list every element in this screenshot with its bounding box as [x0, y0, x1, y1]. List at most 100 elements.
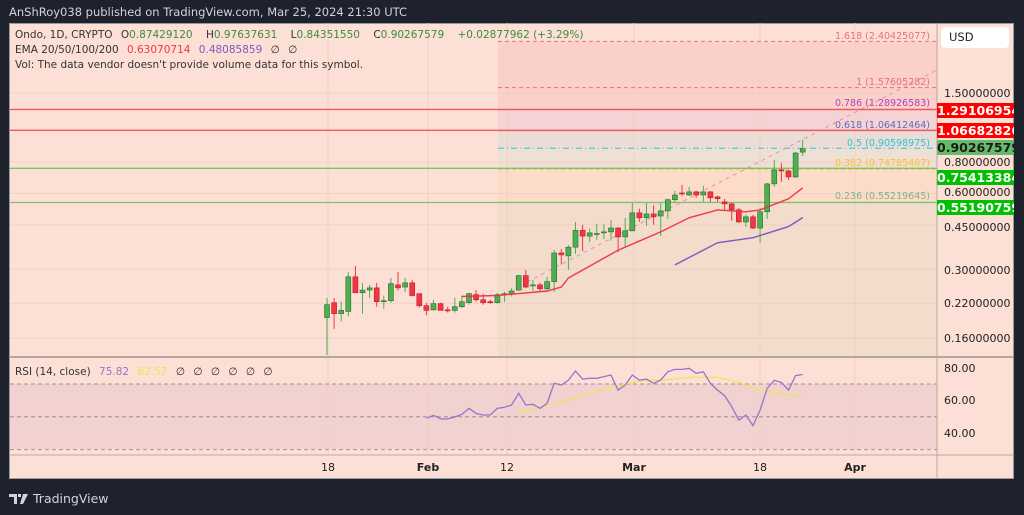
candle-down: [423, 305, 430, 311]
volume-note: Vol: The data vendor doesn't provide vol…: [15, 59, 364, 71]
candle-down: [444, 309, 451, 312]
price-tag-resistance-1: 1.29106954: [937, 103, 1014, 118]
rsi-ma-line: [518, 376, 803, 414]
symbol-legend[interactable]: Ondo, 1D, CRYPTO O0.87429120 H0.97637631…: [15, 29, 588, 41]
rsi-empty: ∅: [263, 366, 273, 378]
symbol-name: Ondo, 1D, CRYPTO: [15, 29, 113, 41]
fib-label-0236: 0.236 (0.55219645): [835, 191, 930, 202]
candle-up: [451, 306, 458, 311]
rsi-tick: 80.00: [944, 362, 976, 375]
time-tick: Apr: [844, 461, 866, 474]
low-value: 0.84351550: [296, 29, 360, 41]
candle-up: [657, 210, 664, 217]
price-tag-support-2: 0.55190759: [937, 200, 1014, 215]
currency-button[interactable]: USD: [941, 27, 1009, 48]
candle-up: [672, 194, 678, 201]
candle-up: [338, 310, 345, 314]
rsi-label: RSI (14, close): [15, 366, 91, 378]
fib-zone: [498, 109, 937, 131]
fib-label-05: 0.5 (0.90598975): [847, 138, 930, 149]
candle-up: [757, 211, 763, 229]
rsi-legend[interactable]: RSI (14, close) 75.82 62.57 ∅ ∅ ∅ ∅ ∅ ∅: [15, 366, 277, 378]
publish-title: AnShRoy038 published on TradingView.com,…: [9, 5, 408, 19]
fib-zone: [498, 41, 937, 88]
candle-up: [380, 300, 387, 303]
candle-up: [494, 294, 501, 304]
price-tick: 0.45000000: [944, 221, 1010, 234]
time-tick: Feb: [417, 461, 440, 474]
ema50-line: [674, 217, 804, 266]
volume-legend: Vol: The data vendor doesn't provide vol…: [15, 59, 368, 71]
fib-label-0786: 0.786 (1.28926583): [835, 98, 930, 109]
candle-up: [593, 233, 600, 235]
candle-down: [331, 302, 337, 314]
candle-down: [735, 209, 742, 223]
candle-down: [679, 192, 685, 195]
candle-down: [693, 191, 700, 196]
low-label: L: [290, 29, 297, 41]
tradingview-logo[interactable]: TradingView: [9, 491, 109, 506]
fib-label-0382: 0.382 (0.74785487): [835, 158, 930, 169]
fib-trend-line: [526, 69, 938, 283]
rsi-empty: ∅: [245, 366, 255, 378]
time-tick: 18: [321, 461, 335, 474]
candle-down: [373, 287, 380, 303]
close-value: 0.90267579: [380, 29, 445, 41]
candle-up: [345, 276, 352, 312]
fib-label-1618: 1.618 (2.40425077): [835, 31, 930, 42]
price-tick: 0.30000000: [944, 264, 1010, 277]
candle-up: [643, 213, 650, 219]
rsi-empty: ∅: [210, 366, 220, 378]
candle-up: [508, 290, 515, 294]
candle-down: [778, 169, 785, 172]
candle-down: [473, 294, 479, 301]
rsi-value: 75.82: [99, 366, 130, 378]
ema100-value: ∅: [270, 44, 280, 56]
candle-up: [629, 212, 636, 232]
candle-down: [537, 284, 543, 290]
rsi-tick: 60.00: [944, 394, 976, 407]
candle-down: [437, 303, 444, 311]
candle-up: [402, 282, 408, 288]
candle-up: [430, 303, 437, 311]
rsi-line: [426, 367, 803, 428]
price-tag-current: 0.90267579: [937, 140, 1014, 155]
candle-up: [530, 284, 536, 287]
candle-up: [771, 169, 778, 185]
candle-up: [466, 293, 472, 304]
close-label: C: [373, 29, 381, 41]
rsi-tick: 40.00: [944, 427, 976, 440]
candle-up: [515, 275, 522, 291]
price-tick: 0.60000000: [944, 186, 1010, 199]
candle-down: [480, 299, 487, 304]
candle-up: [792, 152, 799, 178]
time-tick: 18: [753, 461, 767, 474]
price-tick: 0.80000000: [944, 156, 1010, 169]
candle-up: [366, 287, 373, 291]
price-tag-resistance-2: 1.06682826: [937, 123, 1014, 138]
time-tick: Mar: [622, 461, 646, 474]
change-value: +0.02877962 (+3.29%): [457, 29, 584, 41]
candle-up: [586, 232, 593, 237]
rsi-ma-value: 62.57: [137, 366, 168, 378]
candle-down: [650, 213, 657, 218]
candle-up: [572, 230, 579, 248]
rsi-empty: ∅: [193, 366, 203, 378]
ema200-value: ∅: [288, 44, 298, 56]
candle-up: [544, 281, 550, 290]
candle-up: [359, 289, 366, 294]
candle-down: [352, 276, 359, 294]
ema50-value: 0.48085859: [198, 44, 263, 56]
fib-zone: [498, 130, 937, 149]
brand-name: TradingView: [33, 491, 109, 506]
ema-legend[interactable]: EMA 20/50/100/200 0.63070714 0.48085859 …: [15, 44, 302, 56]
candle-up: [622, 230, 629, 238]
candle-down: [395, 284, 401, 289]
rsi-empty: ∅: [175, 366, 185, 378]
ema20-line: [461, 187, 804, 298]
candle-up: [743, 216, 749, 223]
candle-down: [409, 282, 416, 296]
candle-down: [714, 196, 721, 200]
fib-zone: [498, 148, 937, 170]
